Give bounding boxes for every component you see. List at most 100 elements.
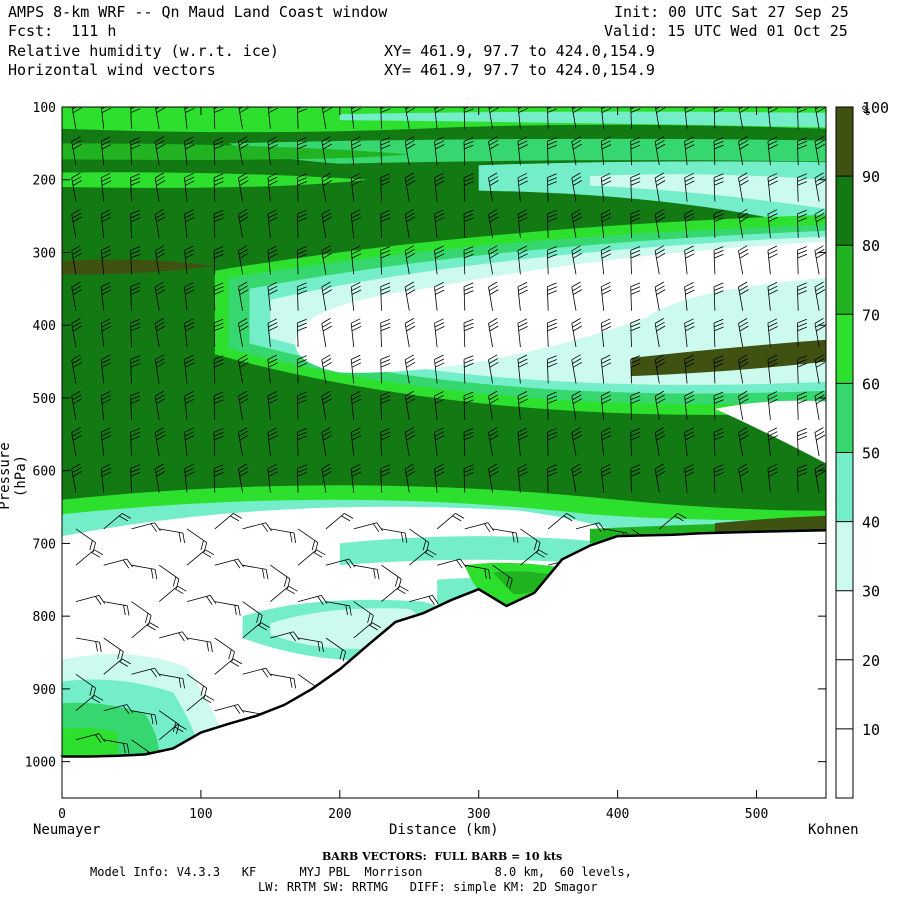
wind-barb: [380, 391, 391, 420]
wind-barb: [154, 390, 166, 420]
wind-barb: [767, 107, 778, 129]
wind-barb: [184, 282, 195, 311]
wind-barb: [546, 209, 558, 238]
wind-barb: [184, 354, 195, 384]
wind-barb: [351, 107, 362, 129]
wind-barb: [463, 428, 474, 457]
wind-barb: [571, 427, 582, 457]
wind-barb: [684, 354, 695, 384]
wind-barb: [381, 585, 409, 602]
wind-barb: [659, 513, 687, 530]
wind-barb: [213, 173, 224, 202]
wind-barb: [738, 354, 749, 384]
terrain-fill: [62, 530, 826, 798]
x-tick-label: 200: [328, 807, 351, 822]
wind-barb: [767, 172, 778, 202]
wind-barb: [436, 558, 467, 569]
wind-barb: [184, 427, 195, 457]
wind-barb: [684, 463, 695, 493]
rh-contour-6: [589, 174, 826, 209]
wind-barb: [571, 172, 582, 202]
wind-barb: [630, 137, 641, 166]
wind-barb: [71, 354, 82, 384]
wind-barb: [814, 172, 826, 202]
wind-barb: [267, 427, 278, 457]
wind-barb: [488, 208, 499, 238]
wind-barb: [186, 637, 213, 653]
wind-barb: [71, 318, 82, 348]
wind-barb: [238, 208, 249, 238]
wind-barb: [436, 513, 465, 530]
colorbar-level-label: 80: [862, 237, 880, 255]
wind-barb: [213, 391, 224, 420]
rh-contour-7: [62, 172, 368, 188]
wind-barb: [71, 107, 82, 129]
wind-barb: [684, 172, 695, 202]
wind-barb: [404, 463, 416, 493]
colorbar-swatch: [836, 590, 853, 660]
wind-barb: [75, 733, 106, 744]
wind-barb: [184, 172, 195, 202]
wind-barb: [238, 245, 249, 275]
wind-barb: [159, 631, 189, 642]
wind-barb: [71, 172, 82, 202]
colorbar-swatch: [836, 245, 853, 315]
wind-barb: [600, 209, 612, 238]
colorbar-swatch: [836, 383, 853, 453]
wind-barb: [103, 704, 133, 714]
wind-barb: [404, 208, 416, 238]
wind-barb: [713, 282, 724, 311]
colorbar-level-label: 70: [862, 306, 880, 324]
physics-info: LW: RRTM SW: RRTMG DIFF: simple KM: 2D S…: [258, 880, 598, 894]
wind-barb: [380, 137, 391, 166]
wind-barb: [380, 355, 391, 384]
wind-barb: [463, 209, 474, 238]
wind-barb: [100, 463, 112, 493]
wind-barb: [738, 463, 749, 493]
wind-barb: [270, 631, 300, 642]
chart-title: AMPS 8-km WRF -- Qn Maud Land Coast wind…: [8, 3, 388, 21]
wind-barb: [103, 739, 130, 754]
y-tick-label: 900: [33, 683, 56, 698]
wind-barb: [213, 107, 224, 129]
wind-barb: [242, 522, 272, 533]
y-tick-label: 700: [33, 537, 56, 552]
wind-barb: [159, 528, 185, 543]
colorbar-level-label: 50: [862, 445, 880, 463]
wind-barb: [600, 463, 612, 493]
wind-barb: [738, 318, 749, 348]
wind-barb: [71, 245, 82, 275]
wind-barb: [100, 136, 112, 166]
wind-barb: [434, 427, 445, 457]
wind-barb: [404, 390, 416, 420]
wind-barb: [350, 136, 362, 166]
wind-barb: [350, 463, 362, 493]
wind-barb: [238, 318, 249, 348]
wind-barb: [158, 724, 187, 741]
wind-barb: [738, 281, 749, 311]
wind-barb: [814, 281, 826, 311]
wind-barb: [296, 137, 307, 166]
wind-barb: [71, 208, 82, 238]
wind-barb: [767, 354, 778, 384]
wind-barb: [297, 549, 326, 566]
wind-barb: [630, 464, 641, 493]
wind-barb: [517, 354, 528, 384]
wind-barb: [684, 107, 695, 129]
wind-barb: [296, 428, 307, 457]
x-left-endpoint-label: Neumayer: [33, 822, 101, 838]
wind-barb: [814, 245, 826, 275]
wind-barb: [517, 107, 528, 129]
colorbar-unit: %: [862, 104, 870, 119]
rh-contour-3: [228, 138, 826, 164]
wind-barb: [213, 246, 224, 275]
wind-barb: [571, 354, 582, 384]
wind-barb: [488, 427, 499, 457]
wind-barb: [601, 107, 612, 129]
wind-barb: [242, 564, 269, 580]
wind-barb: [463, 137, 474, 166]
wind-barb: [380, 282, 391, 311]
wind-barb: [184, 209, 195, 238]
wind-barb: [767, 427, 778, 457]
wind-barb: [546, 173, 558, 202]
